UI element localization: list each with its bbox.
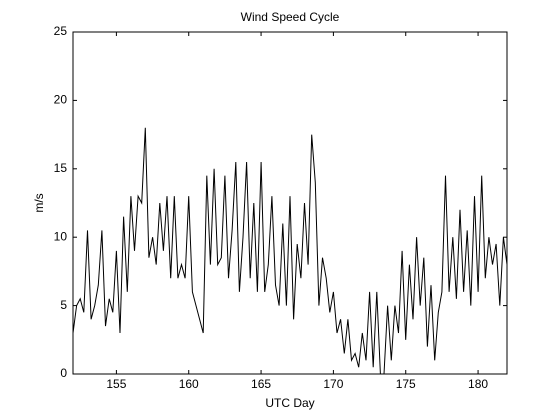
- x-tick-label: 165: [251, 377, 271, 391]
- y-tick-label: 0: [60, 366, 67, 380]
- y-tick-label: 10: [54, 229, 68, 243]
- x-tick-label: 180: [468, 377, 488, 391]
- axes-frame: [72, 31, 508, 375]
- x-axis-label: UTC Day: [265, 396, 314, 410]
- data-line: [73, 127, 507, 374]
- x-tick-label: 160: [179, 377, 199, 391]
- y-tick-label: 15: [54, 161, 68, 175]
- y-tick-label: 25: [54, 24, 68, 38]
- y-axis-label: m/s: [32, 193, 46, 212]
- y-tick-label: 20: [54, 93, 68, 107]
- chart-title: Wind Speed Cycle: [241, 10, 340, 24]
- x-tick-label: 155: [106, 377, 126, 391]
- y-tick-label: 5: [60, 298, 67, 312]
- x-tick-label: 170: [323, 377, 343, 391]
- x-tick-label: 175: [396, 377, 416, 391]
